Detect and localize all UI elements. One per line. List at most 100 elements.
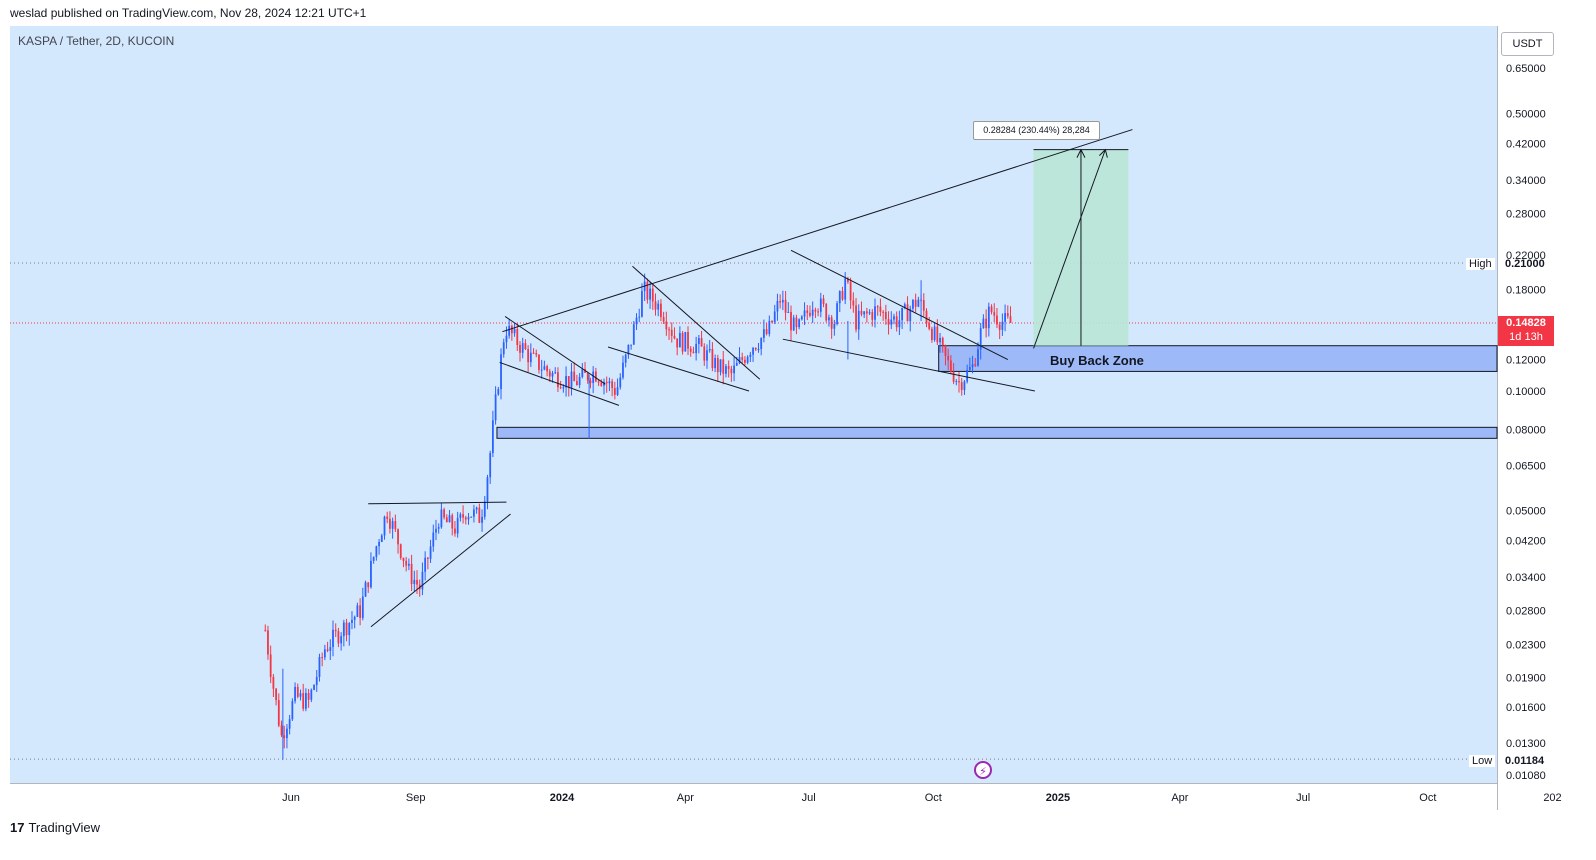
time-tick-label: Jun (282, 792, 300, 804)
time-ticks: Jun Sep 2024 Apr Jul Oct 2025 Apr Jul Oct 202 (282, 792, 1562, 804)
candle-body (581, 369, 584, 377)
event-icon[interactable]: ⚡ (974, 761, 992, 779)
candle-body (771, 320, 773, 323)
candle-body (757, 348, 760, 350)
candle-body (719, 359, 722, 373)
candle-body (302, 693, 305, 709)
candle-body (779, 300, 782, 303)
candle-body (678, 332, 681, 348)
candle-body (711, 348, 714, 369)
candle-body (345, 622, 348, 636)
time-tick-label: Sep (406, 792, 426, 804)
candle-body (594, 371, 597, 382)
candle-body (353, 616, 356, 620)
candle-body (809, 312, 811, 316)
candle-body (733, 365, 735, 374)
candle-body (630, 344, 633, 346)
high-label: High (1466, 258, 1495, 270)
candle-body (730, 368, 733, 374)
candle-body (326, 649, 329, 651)
candle-body (773, 311, 776, 323)
candle-body (985, 318, 988, 329)
time-axis[interactable] (10, 783, 1497, 811)
low-value: 0.01184 (1505, 755, 1545, 767)
candle-body (765, 329, 768, 334)
candle-body (605, 381, 608, 384)
price-axis[interactable] (1497, 26, 1560, 810)
candle-body (909, 308, 912, 322)
candle-body (651, 288, 654, 302)
candle-body (673, 335, 676, 339)
candle-body (397, 529, 399, 545)
candle-body (402, 557, 405, 561)
candle-body (689, 348, 692, 352)
candle-body (500, 354, 502, 390)
candle-body (754, 347, 757, 350)
trendline (607, 346, 750, 392)
candle-body (464, 517, 467, 520)
candle-body (405, 560, 408, 566)
candle-body (269, 654, 272, 677)
price-tick-label: 0.50000 (1506, 108, 1546, 120)
candle-body (860, 310, 863, 315)
candle-body (383, 516, 386, 536)
candle-body (334, 629, 337, 632)
candle-body (884, 311, 887, 320)
candle-body (847, 278, 849, 282)
candle-body (565, 376, 567, 388)
candle-body (735, 363, 738, 366)
candle-body (267, 630, 269, 655)
support-zone (496, 426, 1498, 439)
candle-body (546, 366, 548, 372)
candle-body (342, 622, 345, 637)
current-price: 0.14828 (1506, 317, 1546, 329)
price-ticks: 0.65000 0.50000 0.42000 0.34000 0.28000 0.220… (1506, 63, 1546, 782)
candle-body (348, 623, 351, 636)
tradingview-logo-icon: 17 (10, 820, 25, 835)
currency-button[interactable]: USDT (1501, 32, 1554, 56)
candle-body (413, 579, 416, 585)
candle-body (882, 311, 885, 313)
candle-body (776, 300, 779, 312)
footer-brand: 17 TradingView (10, 820, 100, 835)
candle-body (822, 298, 825, 305)
time-tick-label: Apr (677, 792, 694, 804)
candle-body (838, 291, 841, 304)
candle-body (283, 735, 286, 739)
price-tick-label: 0.10000 (1506, 386, 1546, 398)
candle-body (641, 291, 643, 317)
candle-body (296, 686, 299, 697)
candle-body (879, 306, 882, 312)
candle-body (529, 352, 532, 363)
published-info: weslad published on TradingView.com, Nov… (10, 6, 367, 20)
price-tick-label: 0.03400 (1506, 572, 1546, 584)
candle-body (876, 306, 879, 308)
candle-body (451, 515, 454, 529)
candle-body (616, 387, 619, 395)
candle-body (692, 351, 695, 354)
candle-body (874, 306, 876, 320)
candle-body (996, 315, 998, 325)
candle-body (483, 501, 486, 517)
candle-body (294, 686, 296, 702)
price-tick-label: 0.01300 (1506, 738, 1546, 750)
candle-body (291, 701, 294, 720)
time-tick-label: Jul (802, 792, 816, 804)
chart-plot-area[interactable] (10, 26, 1497, 783)
candle-body (803, 310, 806, 317)
candle-body (399, 544, 402, 558)
trendline (370, 513, 511, 628)
candle-body (440, 509, 443, 528)
candle-body (662, 317, 665, 322)
price-tick-label: 0.01900 (1506, 673, 1546, 685)
candle-body (893, 316, 895, 320)
candle-body (795, 317, 798, 328)
candle-body (264, 630, 267, 632)
candle-body (971, 364, 974, 368)
candle-body (828, 317, 830, 321)
candle-body (868, 312, 871, 314)
candle-body (611, 381, 614, 389)
candle-body (825, 304, 828, 321)
candle-body (947, 355, 950, 361)
